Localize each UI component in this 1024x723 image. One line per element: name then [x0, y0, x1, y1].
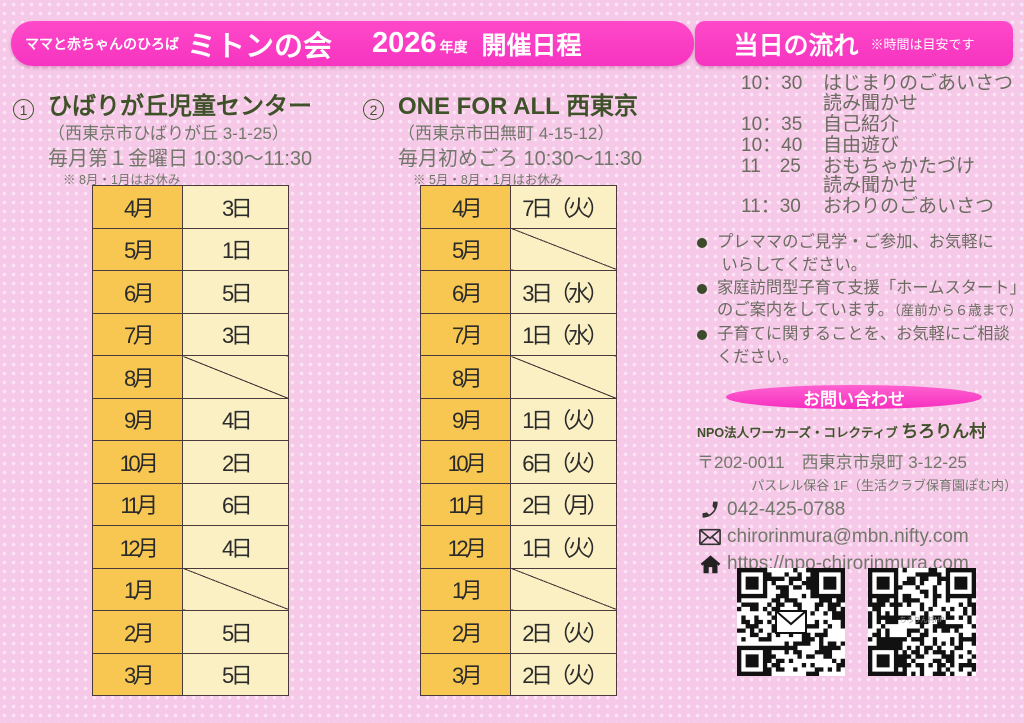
- svg-text:ちろりん村HP: ちろりん村HP: [900, 615, 945, 624]
